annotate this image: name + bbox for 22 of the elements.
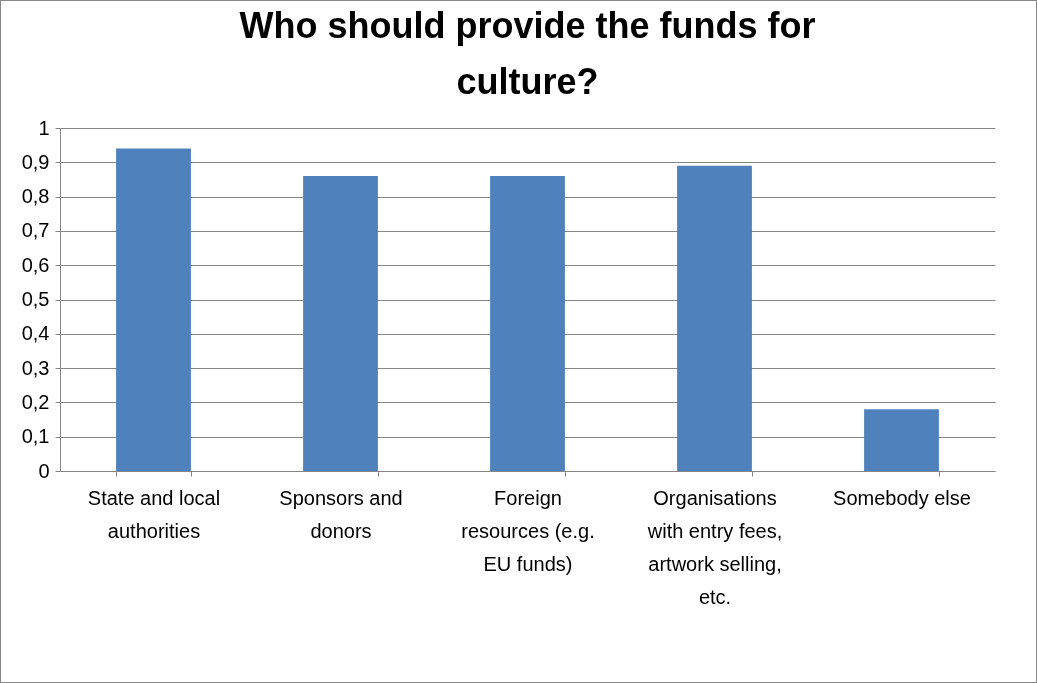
y-tick-label: 0,8 [21,185,50,208]
bar [303,176,378,471]
x-tick-label: Somebody else [833,486,971,509]
bar [490,176,565,471]
x-tick-label: Sponsors and donors [279,486,403,542]
x-tick-label: Foreign resources (e.g. EU funds) [461,486,595,575]
y-tick-label: 0,1 [21,425,50,448]
y-tick-label: 0,4 [21,322,50,345]
y-tick-label: 0,3 [21,356,50,379]
y-tick-label: 0,2 [21,390,50,413]
bar [116,148,191,471]
y-tick-label: 0,9 [21,150,50,173]
chart-title: Who should provide the funds for culture? [239,5,816,102]
y-tick-label: 0,6 [21,253,50,276]
y-tick-label: 0 [38,459,50,482]
y-tick-label: 1 [38,116,50,139]
y-tick-label: 0,7 [21,219,50,242]
y-tick-label: 0,5 [21,288,50,310]
x-tick-label: State and local authorities [87,486,221,542]
bar [677,165,752,471]
bar [864,409,939,471]
x-tick-label: Organisations with entry fees, artwork selling, etc. [646,486,783,608]
